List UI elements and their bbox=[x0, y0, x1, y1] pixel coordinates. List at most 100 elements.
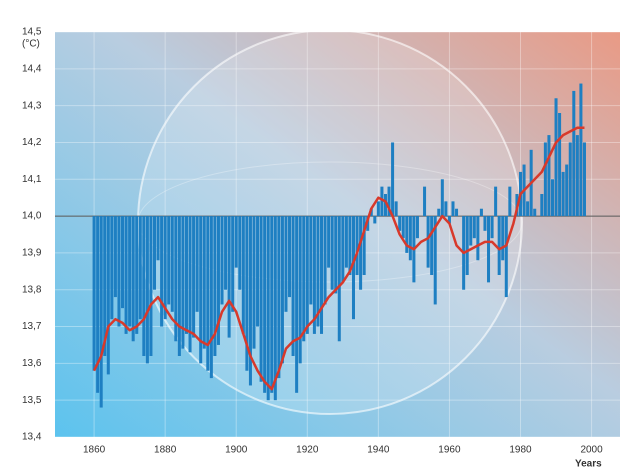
x-tick-label: 1980 bbox=[509, 445, 532, 456]
y-tick-label: 13,6 bbox=[22, 358, 42, 369]
bar bbox=[231, 216, 235, 312]
bar bbox=[128, 216, 132, 327]
bar bbox=[348, 216, 352, 275]
bar bbox=[103, 216, 107, 356]
bar bbox=[497, 216, 501, 275]
plot-background bbox=[55, 32, 620, 437]
y-tick-label: 13,7 bbox=[22, 321, 42, 332]
bar bbox=[526, 201, 530, 217]
bar bbox=[298, 216, 302, 364]
bar bbox=[106, 216, 110, 375]
bar bbox=[266, 216, 270, 401]
bar bbox=[501, 216, 505, 261]
bar bbox=[138, 216, 142, 320]
bar bbox=[319, 216, 324, 334]
bar bbox=[401, 216, 405, 239]
y-tick-label: 13,5 bbox=[22, 395, 42, 406]
bar bbox=[295, 216, 299, 393]
bar bbox=[227, 216, 231, 338]
bar bbox=[259, 216, 263, 382]
bar bbox=[558, 113, 562, 217]
x-tick-label: 2000 bbox=[580, 445, 603, 456]
bar bbox=[476, 216, 480, 261]
bar bbox=[547, 135, 551, 217]
bar bbox=[330, 216, 334, 290]
bar bbox=[152, 216, 157, 290]
bar bbox=[362, 216, 366, 275]
bar bbox=[337, 216, 341, 342]
bar bbox=[302, 216, 306, 342]
bar bbox=[533, 208, 537, 217]
bar bbox=[163, 216, 167, 320]
bar bbox=[216, 216, 220, 345]
bar bbox=[224, 216, 228, 290]
bar bbox=[156, 216, 160, 261]
bar bbox=[391, 142, 395, 217]
bar bbox=[273, 216, 277, 401]
bar bbox=[135, 216, 139, 334]
bar bbox=[206, 216, 210, 371]
bar bbox=[234, 216, 238, 268]
y-tick-label: 13,4 bbox=[22, 432, 42, 443]
bar bbox=[565, 164, 569, 217]
bar bbox=[220, 216, 224, 305]
bar bbox=[373, 216, 377, 224]
bar bbox=[455, 208, 459, 217]
x-tick-label: 1860 bbox=[83, 445, 106, 456]
x-axis-label: Years bbox=[575, 459, 602, 470]
bar bbox=[256, 216, 260, 327]
bar bbox=[99, 216, 103, 408]
bar bbox=[579, 83, 583, 217]
bar bbox=[280, 216, 284, 364]
y-tick-label: 14,1 bbox=[22, 174, 42, 185]
bar bbox=[142, 216, 146, 356]
bar bbox=[355, 216, 359, 275]
bar bbox=[252, 216, 256, 349]
bar bbox=[437, 208, 441, 217]
bar bbox=[405, 216, 409, 253]
bar bbox=[241, 216, 245, 334]
bar bbox=[494, 186, 498, 217]
bar bbox=[284, 216, 288, 312]
bar bbox=[444, 201, 448, 217]
y-axis-label: (°C) bbox=[22, 39, 40, 50]
bar bbox=[415, 216, 419, 239]
x-tick-label: 1960 bbox=[438, 445, 461, 456]
bar bbox=[131, 216, 135, 342]
bar bbox=[327, 216, 331, 268]
bar bbox=[472, 216, 476, 239]
bar bbox=[351, 216, 356, 320]
y-tick-label: 14,0 bbox=[22, 211, 42, 222]
bar bbox=[568, 142, 572, 217]
bar bbox=[334, 216, 338, 294]
bar bbox=[423, 186, 427, 217]
bar bbox=[440, 179, 444, 217]
bar bbox=[508, 186, 512, 217]
bar bbox=[447, 216, 451, 224]
bar bbox=[316, 216, 320, 327]
bar bbox=[238, 216, 242, 290]
bar bbox=[177, 216, 181, 356]
bar bbox=[96, 216, 100, 393]
bar bbox=[160, 216, 164, 327]
bar bbox=[202, 216, 206, 349]
bar bbox=[110, 216, 114, 320]
y-tick-label: 14,4 bbox=[22, 63, 42, 74]
bar bbox=[117, 216, 121, 327]
bar bbox=[451, 201, 455, 217]
bar bbox=[195, 216, 199, 312]
x-tick-label: 1920 bbox=[296, 445, 319, 456]
bar bbox=[398, 216, 402, 231]
bar bbox=[561, 171, 565, 217]
bar bbox=[309, 216, 313, 305]
bar bbox=[270, 216, 274, 393]
bar bbox=[167, 216, 171, 305]
bar bbox=[582, 142, 586, 217]
y-tick-label: 14,3 bbox=[22, 100, 42, 111]
x-tick-label: 1940 bbox=[367, 445, 390, 456]
bar bbox=[554, 98, 558, 217]
bar bbox=[92, 216, 96, 371]
bar bbox=[504, 216, 508, 298]
y-tick-label: 14,5 bbox=[22, 27, 42, 38]
bar bbox=[575, 135, 579, 217]
